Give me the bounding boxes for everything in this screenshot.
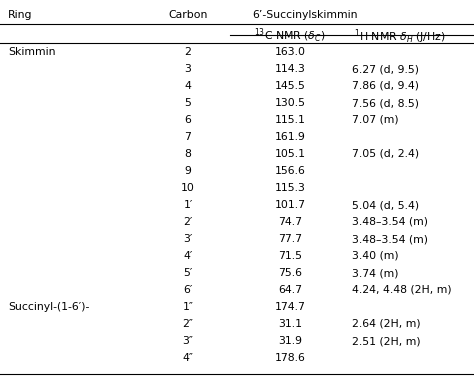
Text: 4.24, 4.48 (2H, m): 4.24, 4.48 (2H, m) bbox=[352, 285, 452, 295]
Text: 101.7: 101.7 bbox=[274, 200, 306, 210]
Text: 3.48–3.54 (m): 3.48–3.54 (m) bbox=[352, 234, 428, 244]
Text: 2: 2 bbox=[184, 47, 191, 57]
Text: 105.1: 105.1 bbox=[274, 149, 306, 159]
Text: 6: 6 bbox=[184, 115, 191, 125]
Text: 77.7: 77.7 bbox=[278, 234, 302, 244]
Text: 156.6: 156.6 bbox=[274, 166, 305, 176]
Text: 5.04 (d, 5.4): 5.04 (d, 5.4) bbox=[352, 200, 419, 210]
Text: 3′: 3′ bbox=[183, 234, 193, 244]
Text: 4″: 4″ bbox=[182, 353, 193, 363]
Text: 64.7: 64.7 bbox=[278, 285, 302, 295]
Text: 115.3: 115.3 bbox=[274, 183, 305, 193]
Text: 174.7: 174.7 bbox=[274, 302, 305, 312]
Text: 3.48–3.54 (m): 3.48–3.54 (m) bbox=[352, 217, 428, 227]
Text: 10: 10 bbox=[181, 183, 195, 193]
Text: Succinyl-(1-6′)-: Succinyl-(1-6′)- bbox=[8, 302, 90, 312]
Text: 3.40 (m): 3.40 (m) bbox=[352, 251, 399, 261]
Text: 2.64 (2H, m): 2.64 (2H, m) bbox=[352, 319, 420, 329]
Text: 4′: 4′ bbox=[183, 251, 193, 261]
Text: 7.56 (d, 8.5): 7.56 (d, 8.5) bbox=[352, 98, 419, 108]
Text: 7.05 (d, 2.4): 7.05 (d, 2.4) bbox=[352, 149, 419, 159]
Text: 3″: 3″ bbox=[182, 336, 193, 346]
Text: 5′: 5′ bbox=[183, 268, 193, 278]
Text: Skimmin: Skimmin bbox=[8, 47, 55, 57]
Text: $^{1}$H NMR $\delta_{H}$ (J/Hz): $^{1}$H NMR $\delta_{H}$ (J/Hz) bbox=[354, 27, 446, 46]
Text: Ring: Ring bbox=[8, 10, 33, 20]
Text: 2″: 2″ bbox=[182, 319, 193, 329]
Text: 2.51 (2H, m): 2.51 (2H, m) bbox=[352, 336, 420, 346]
Text: 6’-Succinylskimmin: 6’-Succinylskimmin bbox=[252, 10, 357, 20]
Text: 7.86 (d, 9.4): 7.86 (d, 9.4) bbox=[352, 81, 419, 91]
Text: Carbon: Carbon bbox=[168, 10, 207, 20]
Text: 1′: 1′ bbox=[183, 200, 193, 210]
Text: 1″: 1″ bbox=[182, 302, 193, 312]
Text: 3: 3 bbox=[184, 64, 191, 74]
Text: 178.6: 178.6 bbox=[274, 353, 305, 363]
Text: 115.1: 115.1 bbox=[274, 115, 305, 125]
Text: 2′: 2′ bbox=[183, 217, 193, 227]
Text: 8: 8 bbox=[184, 149, 191, 159]
Text: 163.0: 163.0 bbox=[274, 47, 306, 57]
Text: 6.27 (d, 9.5): 6.27 (d, 9.5) bbox=[352, 64, 419, 74]
Text: 31.1: 31.1 bbox=[278, 319, 302, 329]
Text: 9: 9 bbox=[184, 166, 191, 176]
Text: 7.07 (m): 7.07 (m) bbox=[352, 115, 399, 125]
Text: 74.7: 74.7 bbox=[278, 217, 302, 227]
Text: 7: 7 bbox=[184, 132, 191, 142]
Text: 145.5: 145.5 bbox=[274, 81, 305, 91]
Text: 71.5: 71.5 bbox=[278, 251, 302, 261]
Text: 161.9: 161.9 bbox=[274, 132, 305, 142]
Text: 3.74 (m): 3.74 (m) bbox=[352, 268, 399, 278]
Text: $^{13}$C NMR ($\delta_{C}$): $^{13}$C NMR ($\delta_{C}$) bbox=[254, 27, 326, 45]
Text: 75.6: 75.6 bbox=[278, 268, 302, 278]
Text: 6′: 6′ bbox=[183, 285, 193, 295]
Text: 5: 5 bbox=[184, 98, 191, 108]
Text: 4: 4 bbox=[184, 81, 191, 91]
Text: 114.3: 114.3 bbox=[274, 64, 305, 74]
Text: 130.5: 130.5 bbox=[274, 98, 306, 108]
Text: 31.9: 31.9 bbox=[278, 336, 302, 346]
